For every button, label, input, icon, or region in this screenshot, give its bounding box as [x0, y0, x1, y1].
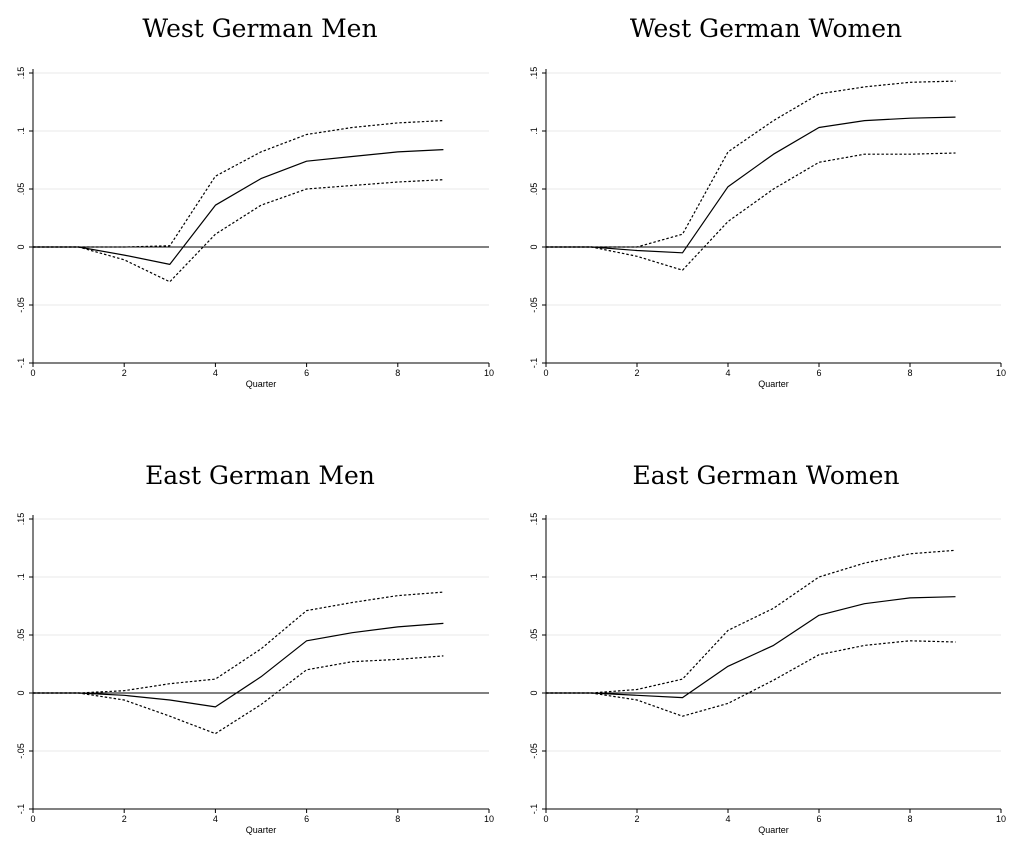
y-tick-label: 0: [529, 690, 539, 695]
y-tick-label: .15: [529, 513, 539, 526]
y-tick-label: .1: [529, 573, 539, 581]
x-tick-label: 0: [30, 368, 35, 378]
y-tick-label: .05: [16, 183, 26, 196]
y-tick-label: -.1: [16, 804, 26, 815]
y-tick-label: -.05: [529, 743, 539, 759]
y-tick-label: .1: [16, 127, 26, 135]
x-tick-label: 2: [634, 814, 639, 824]
series-line-lower: [33, 655, 444, 735]
x-tick-label: 4: [213, 368, 218, 378]
series-line-lower: [33, 179, 444, 283]
x-tick-label: 10: [996, 368, 1006, 378]
series-line-estimate: [546, 116, 956, 254]
x-tick-label: 2: [634, 368, 639, 378]
x-tick-label: 10: [484, 814, 494, 824]
x-axis-title: Quarter: [246, 379, 277, 389]
x-axis-title: Quarter: [246, 825, 277, 835]
x-tick-label: 8: [907, 368, 912, 378]
series-line-upper: [546, 80, 956, 248]
x-tick-label: 6: [304, 368, 309, 378]
x-tick-label: 4: [725, 814, 730, 824]
x-tick-label: 0: [543, 368, 548, 378]
x-tick-label: 10: [996, 814, 1006, 824]
chart-panel-west-men: -.1 -.05 0 .05 .1 .15 0 2 4 6 8 10 Quarter: [16, 67, 494, 389]
x-tick-label: 0: [543, 814, 548, 824]
series-line-upper: [546, 549, 956, 694]
x-tick-label: 4: [213, 814, 218, 824]
chart-panel-east-men: -.1 -.05 0 .05 .1 .15 0 2 4 6 8 10 Quarter: [16, 513, 494, 835]
y-tick-label: .1: [529, 127, 539, 135]
y-tick-label: -.05: [529, 297, 539, 313]
x-axis-title: Quarter: [758, 825, 789, 835]
chart-title-east-german-men: East German Men: [145, 461, 375, 490]
chart-title-west-german-women: West German Women: [629, 14, 903, 43]
y-tick-label: .1: [16, 573, 26, 581]
series-line-lower: [546, 640, 956, 717]
x-tick-label: 2: [122, 814, 127, 824]
chart-panel-west-women: -.1 -.05 0 .05 .1 .15 0 2 4 6 8 10 Quarter: [529, 67, 1006, 389]
x-tick-label: 8: [395, 814, 400, 824]
x-tick-label: 10: [484, 368, 494, 378]
y-tick-label: -.1: [529, 358, 539, 369]
series-line-estimate: [546, 596, 956, 699]
series-line-estimate: [33, 622, 444, 708]
y-tick-label: .05: [529, 183, 539, 196]
x-tick-label: 6: [816, 368, 821, 378]
x-tick-label: 4: [725, 368, 730, 378]
x-tick-label: 6: [816, 814, 821, 824]
y-tick-label: -.1: [16, 358, 26, 369]
series-line-estimate: [33, 149, 444, 265]
x-tick-label: 2: [122, 368, 127, 378]
x-axis-title: Quarter: [758, 379, 789, 389]
series-line-lower: [546, 152, 956, 271]
x-tick-label: 8: [907, 814, 912, 824]
series-line-upper: [33, 591, 444, 694]
y-tick-label: .15: [16, 67, 26, 80]
y-tick-label: -.05: [16, 743, 26, 759]
chart-title-east-german-women: East German Women: [632, 461, 900, 490]
y-tick-label: .05: [529, 629, 539, 642]
y-tick-label: 0: [529, 244, 539, 249]
x-tick-label: 6: [304, 814, 309, 824]
y-tick-label: .05: [16, 629, 26, 642]
y-tick-label: 0: [16, 244, 26, 249]
chart-title-west-german-men: West German Men: [142, 14, 378, 43]
y-tick-label: .15: [529, 67, 539, 80]
x-tick-label: 8: [395, 368, 400, 378]
x-tick-label: 0: [30, 814, 35, 824]
y-tick-label: .15: [16, 513, 26, 526]
y-tick-label: 0: [16, 690, 26, 695]
y-tick-label: -.1: [529, 804, 539, 815]
chart-panel-east-women: -.1 -.05 0 .05 .1 .15 0 2 4 6 8 10 Quarter: [529, 513, 1006, 835]
y-tick-label: -.05: [16, 297, 26, 313]
series-line-upper: [33, 120, 444, 248]
